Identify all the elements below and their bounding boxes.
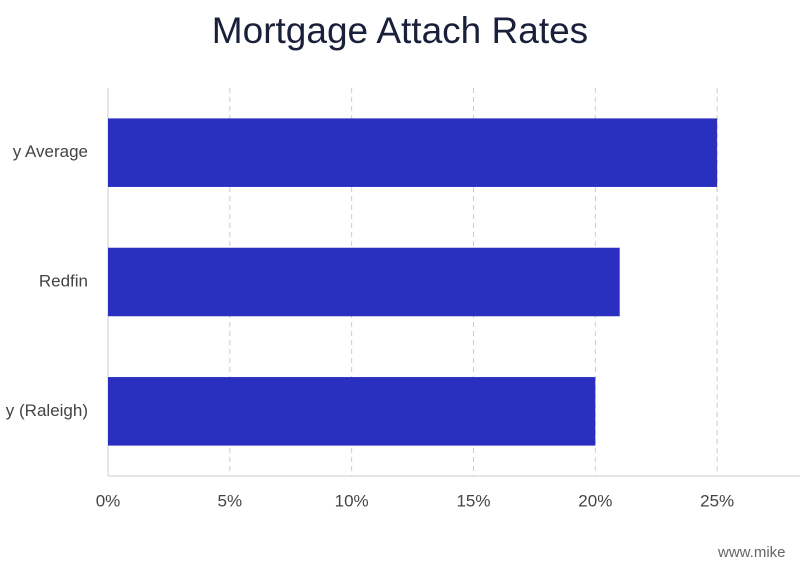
x-tick-label: 25%: [700, 491, 734, 510]
footer: www.mike: [717, 544, 786, 561]
bar: [108, 377, 596, 446]
y-tick-label: y Average: [13, 142, 88, 161]
y-tick-label: Redfin: [39, 271, 88, 290]
x-tick-label: 10%: [335, 491, 369, 510]
x-tick-label: 0%: [96, 491, 121, 510]
x-tick-label: 15%: [456, 491, 490, 510]
y-tick-label: y (Raleigh): [6, 401, 88, 420]
x-tick-label: 5%: [218, 491, 243, 510]
bar: [108, 247, 620, 317]
x-tick-label: 20%: [578, 491, 612, 510]
bar: [108, 118, 718, 187]
chart-title: Mortgage Attach Rates: [212, 10, 588, 51]
